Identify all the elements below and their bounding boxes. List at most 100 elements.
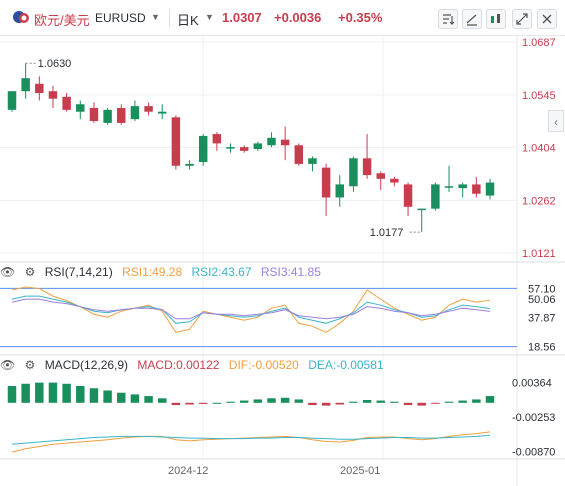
rsi3-label: RSI3:41.85 [260,265,321,279]
symbol-label[interactable]: EURUSD [95,11,146,25]
indicator-icon [491,14,500,23]
sort-down-icon [443,14,455,25]
macd-histogram-bar [76,386,85,403]
candle-body [239,147,249,151]
candle-body [62,96,71,110]
macd-title: MACD(12,26,9) [44,358,129,372]
candle-body [117,107,126,123]
high-price-label: 1.0630 [38,58,72,70]
eu-flag-icon [13,11,29,23]
macd-histogram-bar [171,402,181,406]
rsi2-label: RSI2:43.67 [191,265,252,279]
close-button[interactable] [537,9,557,29]
macd-visibility-icon[interactable]: 👁︎ [0,358,16,372]
macd-histogram-bar [472,399,481,403]
rsi-axis-label: 18.56 [528,342,556,354]
rsi-panel [0,286,517,348]
rsi-axis-label: 57.10 [528,283,556,295]
candle-body [390,178,399,183]
indicator-button[interactable] [486,9,506,29]
candle-body [157,111,167,114]
candle-body [89,107,99,122]
dif-line [11,431,491,453]
macd-settings-icon[interactable]: ⚙︎ [24,358,36,372]
candlestick-series [7,63,495,233]
collapse-button[interactable] [512,9,532,29]
price-change: +0.0036 [274,10,322,25]
candle-body [403,184,413,207]
chart-header: 欧元/美元 EURUSD ▼ 日K ▼ 1.0307 +0.0036 +0.35… [0,0,565,36]
candle-body [431,184,440,209]
rsi-title: RSI(7,14,21) [44,265,113,279]
macd-histogram-bar [349,401,358,403]
candle-body [444,186,454,188]
x-axis-labels: 2024-12 2025-01 [168,465,380,477]
grid-lines [0,36,565,486]
macd-histogram-bar [185,402,194,405]
macd-histogram-bar [35,382,44,403]
candle-body [226,147,235,149]
candle-body [103,109,112,123]
candle-body [21,78,30,92]
macd-histogram-bar [308,402,317,406]
macd-histogram-bar [103,390,112,403]
dif-label: DIF:-0.00520 [228,358,299,372]
macd-histogram-bar [431,402,440,404]
dea-line [11,434,491,445]
period-dropdown-icon[interactable]: ▼ [205,12,214,22]
candle-body [48,91,58,99]
sort-down-button[interactable] [438,9,458,29]
candle-body [267,137,276,146]
macd-histogram-bar [280,397,290,403]
candle-body [185,163,194,166]
symbol-dropdown-icon[interactable]: ▼ [151,12,160,22]
draw-line-icon [466,14,477,26]
chevron-left-icon: ‹ [554,115,558,129]
rsi-visibility-icon[interactable]: 👁︎ [0,265,16,279]
draw-line-button[interactable] [462,9,482,29]
macd-histogram-bar [239,400,249,403]
period-selector[interactable]: 日K [177,13,199,28]
close-icon [542,14,552,24]
macd-axis-label: 0.00364 [512,377,552,389]
candle-body [198,135,208,163]
pair-name-cn[interactable]: 欧元/美元 [34,13,90,28]
macd-histogram-bar [321,402,331,406]
rsi-title-bar: 👁︎ ⚙︎ RSI(7,14,21) RSI1:49.28 RSI2:43.67… [0,265,327,279]
candle-body [458,184,467,189]
macd-histogram-bar [48,382,58,403]
expand-panel-button[interactable]: ‹ [548,110,564,132]
candle-body [130,106,140,120]
macd-axis-label: -0.00870 [512,447,555,459]
macd-histogram-bar [417,402,426,406]
macd-histogram-bar [212,402,222,404]
macd-histogram-bar [390,401,399,403]
dea-label: DEA:-0.00581 [308,358,384,372]
candle-body [253,143,263,149]
rsi-settings-icon[interactable]: ⚙︎ [24,265,36,279]
macd-histogram-bar [7,386,17,403]
date-axis-label: 2025-01 [340,465,380,477]
candle-body [417,208,426,211]
candle-body [294,145,304,164]
candle-body [7,91,17,110]
price-change-pct: +0.35% [338,10,383,25]
price-axis-label: 1.0404 [522,143,556,155]
y-axis-labels: 1.0687 1.0545 1.0404 1.0262 1.0121 57.1050.06… [512,37,556,459]
price-axis-label: 1.0262 [522,195,556,207]
candle-body [362,158,372,176]
candle-body [485,182,495,196]
candle-body [280,139,290,146]
rsi-line-1 [11,286,491,333]
rsi-axis-label: 37.87 [528,312,556,324]
last-price: 1.0307 [222,10,262,25]
rsi-axis-label: 50.06 [528,294,556,306]
date-axis-label: 2024-12 [168,465,208,477]
macd-histogram-bar [130,394,140,403]
price-axis-label: 1.0545 [522,90,556,102]
candle-body [376,173,385,179]
macd-title-bar: 👁︎ ⚙︎ MACD(12,26,9) MACD:0.00122 DIF:-0.… [0,358,390,372]
macd-histogram-bar [458,400,467,403]
macd-histogram-bar [335,402,345,405]
